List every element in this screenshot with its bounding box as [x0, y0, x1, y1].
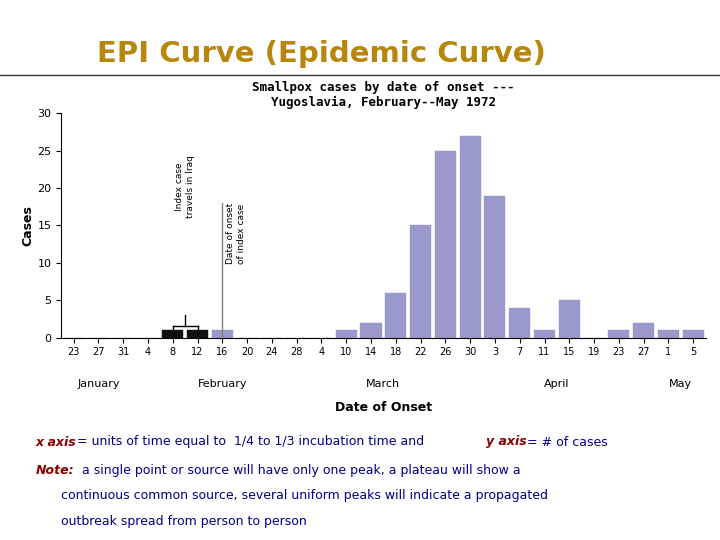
Text: January: January: [77, 379, 120, 389]
Text: = # of cases: = # of cases: [523, 435, 608, 449]
Bar: [187, 330, 208, 338]
Text: x axis: x axis: [36, 435, 77, 449]
Text: y axis: y axis: [486, 435, 527, 449]
Text: March: March: [366, 379, 400, 389]
Text: Date of onset
of index case: Date of onset of index case: [226, 203, 246, 264]
Bar: [361, 322, 382, 338]
Y-axis label: Cases: Cases: [22, 205, 35, 246]
Bar: [534, 330, 555, 338]
Bar: [212, 330, 233, 338]
Text: Date of Onset: Date of Onset: [335, 401, 432, 414]
Text: EPI Curve (Epidemic Curve): EPI Curve (Epidemic Curve): [97, 40, 546, 68]
Bar: [485, 195, 505, 338]
Bar: [509, 308, 530, 338]
Bar: [162, 330, 184, 338]
Text: = units of time equal to  1/4 to 1/3 incubation time and: = units of time equal to 1/4 to 1/3 incu…: [77, 435, 428, 449]
Text: Index case
travels in Iraq: Index case travels in Iraq: [176, 155, 195, 218]
Bar: [459, 136, 481, 338]
Bar: [633, 322, 654, 338]
Bar: [435, 151, 456, 338]
Text: continuous common source, several uniform peaks will indicate a propagated: continuous common source, several unifor…: [61, 489, 548, 503]
Text: May: May: [670, 379, 693, 389]
Bar: [683, 330, 703, 338]
Bar: [336, 330, 356, 338]
Text: Note:: Note:: [36, 463, 75, 477]
Bar: [658, 330, 679, 338]
Text: February: February: [197, 379, 247, 389]
Bar: [608, 330, 629, 338]
Text: April: April: [544, 379, 570, 389]
Title: Smallpox cases by date of onset ---
Yugoslavia, February--May 1972: Smallpox cases by date of onset --- Yugo…: [252, 82, 515, 110]
Bar: [385, 293, 406, 338]
Text: outbreak spread from person to person: outbreak spread from person to person: [61, 515, 307, 529]
Bar: [559, 300, 580, 338]
Text: a single point or source will have only one peak, a plateau will show a: a single point or source will have only …: [78, 463, 521, 477]
Bar: [410, 226, 431, 338]
